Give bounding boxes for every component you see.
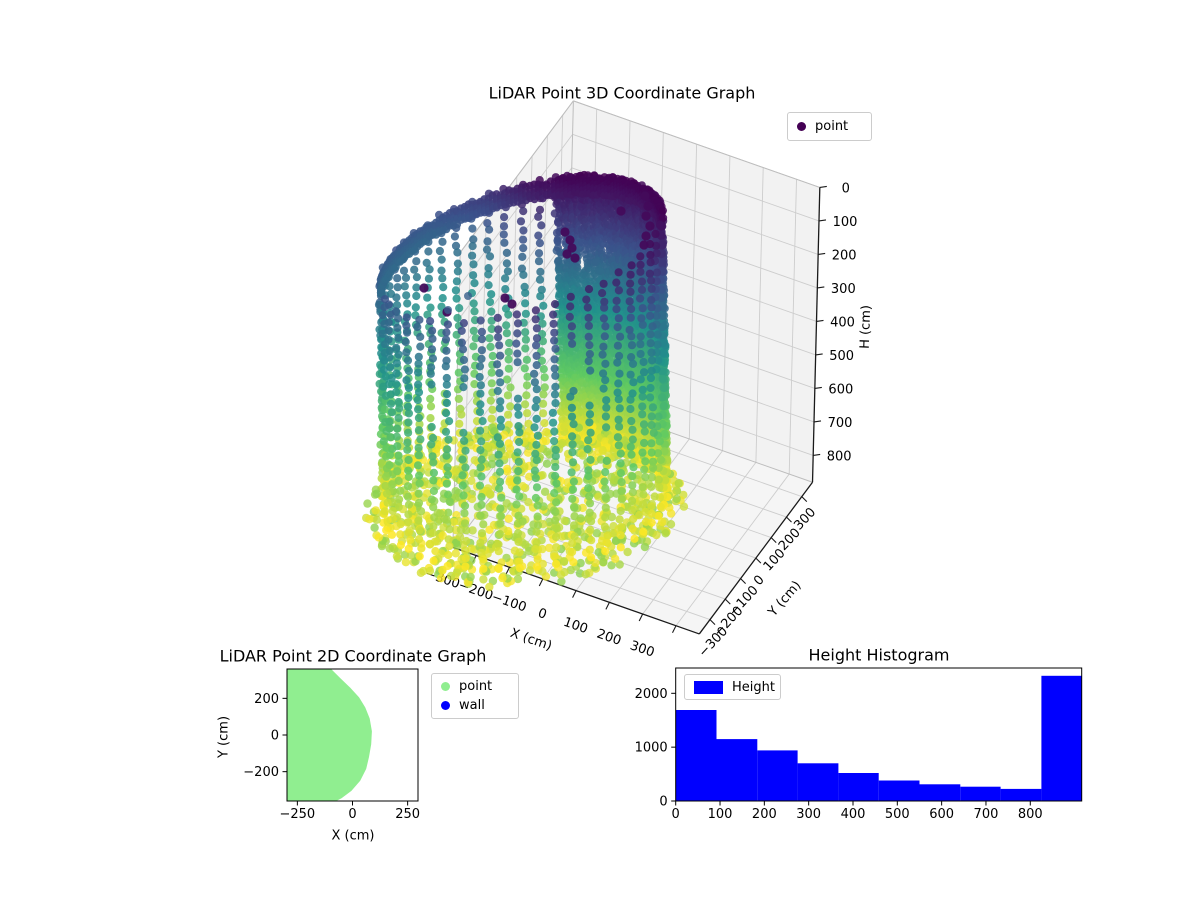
legend-label: wall bbox=[459, 698, 485, 713]
tick-label: 400 bbox=[830, 315, 855, 330]
tick-label: −100 bbox=[490, 590, 529, 616]
histogram-canvas: 0 100 200 300 400 500 600 700 800 0 1000 2000 bbox=[635, 667, 1083, 822]
tick-label: 0 bbox=[271, 729, 279, 744]
histogram-bar bbox=[716, 739, 758, 801]
tick-label: 0 bbox=[659, 795, 667, 810]
tick-label: 200 bbox=[832, 248, 857, 263]
legend-item-wall: wall bbox=[441, 696, 508, 715]
histogram-title: Height Histogram bbox=[808, 645, 950, 665]
tick-label: 300 bbox=[796, 807, 821, 822]
histogram-legend: Height bbox=[684, 674, 781, 700]
tick-label: 250 bbox=[395, 807, 420, 822]
histogram-bar bbox=[838, 773, 879, 801]
point-marker-icon bbox=[797, 122, 806, 131]
tick-label: 0 bbox=[536, 606, 549, 623]
tick-label: 700 bbox=[974, 807, 999, 822]
tick-label: 1000 bbox=[635, 741, 668, 756]
wall-marker-icon bbox=[441, 701, 450, 710]
plot2d-canvas: −250 0 250 −200 0 200 bbox=[243, 668, 420, 822]
legend-label: point bbox=[815, 119, 849, 134]
histogram-bar bbox=[1041, 675, 1082, 801]
plot2d-xaxis-label: X (cm) bbox=[331, 828, 375, 844]
histogram-bar bbox=[757, 750, 798, 801]
tick-label: 200 bbox=[595, 627, 623, 649]
tick-label: 300 bbox=[831, 282, 856, 297]
plot2d-legend: point wall bbox=[431, 673, 519, 719]
tick-label: 2000 bbox=[635, 687, 668, 702]
tick-label: 0 bbox=[672, 807, 680, 822]
tick-label: −250 bbox=[280, 807, 316, 822]
histogram-bar bbox=[960, 786, 1001, 801]
legend-label: Height bbox=[732, 679, 775, 695]
point-marker-icon bbox=[441, 682, 450, 691]
plot2d-yaxis-label: Y (cm) bbox=[216, 715, 232, 759]
legend-item-point2d: point bbox=[441, 677, 508, 696]
legend-item-height: Height bbox=[694, 678, 775, 696]
tick-label: 200 bbox=[254, 692, 279, 707]
plot3d-title: LiDAR Point 3D Coordinate Graph bbox=[488, 83, 756, 103]
tick-label: 100 bbox=[561, 615, 589, 637]
height-swatch-icon bbox=[694, 680, 723, 694]
point-cloud bbox=[362, 170, 689, 592]
histogram-bar bbox=[1000, 788, 1042, 801]
tick-label: 600 bbox=[929, 807, 954, 822]
tick-label: 600 bbox=[828, 382, 853, 397]
tick-label: 700 bbox=[828, 416, 853, 431]
tick-label: 800 bbox=[1018, 807, 1043, 822]
tick-label: 0 bbox=[842, 181, 850, 196]
plot2d-title: LiDAR Point 2D Coordinate Graph bbox=[219, 646, 487, 666]
legend-label: point bbox=[459, 679, 493, 694]
tick-label: 200 bbox=[752, 807, 777, 822]
plot3d-haxis-label: H (cm) bbox=[857, 304, 875, 350]
legend-item-point3d: point bbox=[797, 117, 861, 136]
histogram-bar bbox=[919, 784, 961, 801]
tick-label: 500 bbox=[885, 807, 910, 822]
tick-label: 300 bbox=[628, 638, 656, 660]
histogram-bar bbox=[675, 710, 717, 801]
histogram-bar bbox=[797, 763, 839, 801]
tick-label: 500 bbox=[829, 349, 854, 364]
tick-label: −200 bbox=[243, 765, 279, 780]
tick-label: 100 bbox=[708, 807, 733, 822]
tick-label: 800 bbox=[827, 449, 852, 464]
histogram-bar bbox=[878, 780, 920, 801]
tick-label: 0 bbox=[348, 807, 356, 822]
plot3d-legend: point bbox=[787, 112, 872, 141]
tick-label: 400 bbox=[841, 807, 866, 822]
tick-label: 100 bbox=[833, 215, 858, 230]
